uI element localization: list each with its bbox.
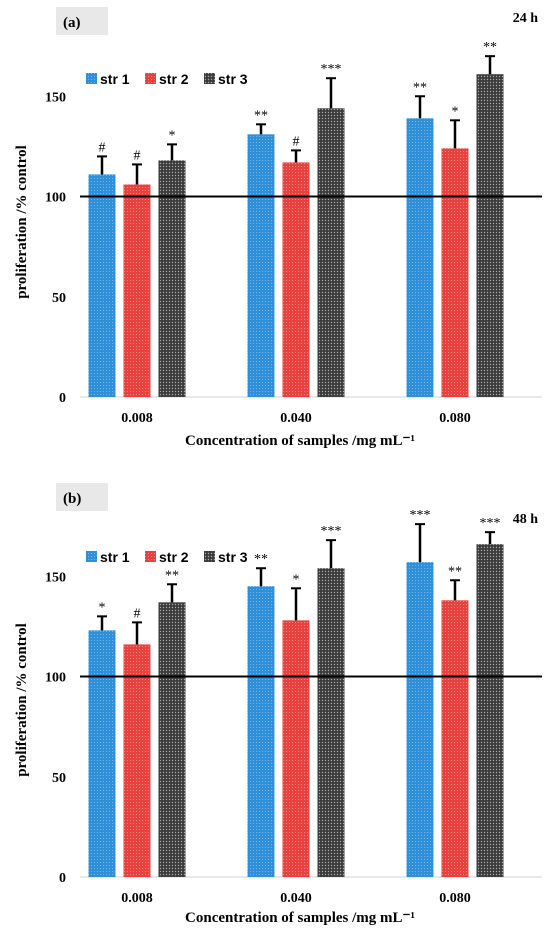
bar [123, 644, 151, 877]
significance-label: *** [410, 508, 431, 523]
significance-label: # [134, 606, 141, 621]
time-label: 24 h [513, 11, 539, 26]
significance-label: ** [254, 552, 268, 567]
significance-label: ** [254, 108, 268, 123]
legend-item-str-3: str 3 [204, 71, 248, 87]
bar [158, 602, 186, 877]
significance-label: ** [483, 40, 497, 55]
significance-label: *** [480, 516, 501, 531]
bar [282, 620, 310, 877]
bar [88, 630, 116, 877]
significance-label: *** [321, 62, 342, 77]
y-axis-title: proliferation /% control [14, 145, 30, 299]
legend-swatch [145, 551, 156, 562]
significance-label: * [99, 600, 106, 615]
y-tick-label: 100 [45, 191, 66, 206]
bar [282, 162, 310, 397]
bar [441, 600, 469, 877]
bar [317, 108, 345, 397]
panel-label: (b) [63, 491, 81, 507]
bar [247, 586, 275, 877]
significance-label: # [293, 134, 300, 149]
significance-label: * [169, 128, 176, 143]
legend-item-str-1: str 1 [86, 71, 130, 87]
y-tick-label: 0 [59, 391, 66, 406]
x-axis-title: Concentration of samples /mg mL⁻¹ [185, 433, 415, 449]
legend-label: str 3 [218, 549, 248, 565]
x-tick-label: 0.040 [280, 891, 312, 906]
legend-item-str-1: str 1 [86, 549, 130, 565]
x-tick-label: 0.008 [121, 891, 153, 906]
panel-label: (a) [63, 15, 81, 31]
significance-label: *** [321, 524, 342, 539]
legend-label: str 3 [218, 71, 248, 87]
significance-label: ** [413, 80, 427, 95]
y-tick-label: 0 [59, 871, 66, 886]
legend-label: str 1 [100, 549, 130, 565]
y-tick-label: 150 [45, 570, 66, 585]
x-axis-title: Concentration of samples /mg mL⁻¹ [185, 910, 415, 926]
bar [406, 118, 434, 398]
x-tick-label: 0.040 [280, 411, 312, 426]
bar [158, 160, 186, 397]
time-label: 48 h [513, 512, 539, 527]
x-tick-label: 0.008 [121, 411, 153, 426]
bar [441, 148, 469, 397]
legend-swatch [86, 73, 97, 84]
panel-label-background [56, 483, 108, 511]
y-axis-title: proliferation /% control [14, 623, 30, 777]
y-tick-label: 50 [52, 291, 66, 306]
legend-item-str-2: str 2 [145, 71, 189, 87]
bar [476, 74, 504, 397]
chart-panel-b: (b) 48 h proliferation /% control Concen… [14, 483, 542, 926]
significance-label: * [452, 104, 459, 119]
legend-label: str 1 [100, 71, 130, 87]
legend-swatch [86, 551, 97, 562]
bar [476, 544, 504, 877]
significance-label: # [134, 148, 141, 163]
legend-item-str-3: str 3 [204, 549, 248, 565]
bar [123, 184, 151, 397]
significance-label: * [293, 572, 300, 587]
y-tick-label: 150 [45, 90, 66, 105]
legend-swatch [204, 551, 215, 562]
y-tick-label: 100 [45, 671, 66, 686]
legend-item-str-2: str 2 [145, 549, 189, 565]
y-tick-label: 50 [52, 771, 66, 786]
legend: str 1 str 2 str 3 [86, 71, 248, 87]
legend-label: str 2 [159, 549, 189, 565]
chart-panel-a: (a) 24 h proliferation /% control Concen… [14, 7, 542, 449]
significance-label: ** [448, 564, 462, 579]
legend-label: str 2 [159, 71, 189, 87]
bar [247, 134, 275, 397]
significance-label: ** [165, 568, 179, 583]
bar [406, 562, 434, 877]
panel-label-background [56, 7, 108, 35]
legend: str 1 str 2 str 3 [86, 549, 248, 565]
significance-label: # [99, 140, 106, 155]
bar [317, 568, 345, 877]
x-tick-label: 0.080 [439, 411, 471, 426]
legend-swatch [145, 73, 156, 84]
bar [88, 174, 116, 397]
legend-swatch [204, 73, 215, 84]
x-tick-label: 0.080 [439, 891, 471, 906]
